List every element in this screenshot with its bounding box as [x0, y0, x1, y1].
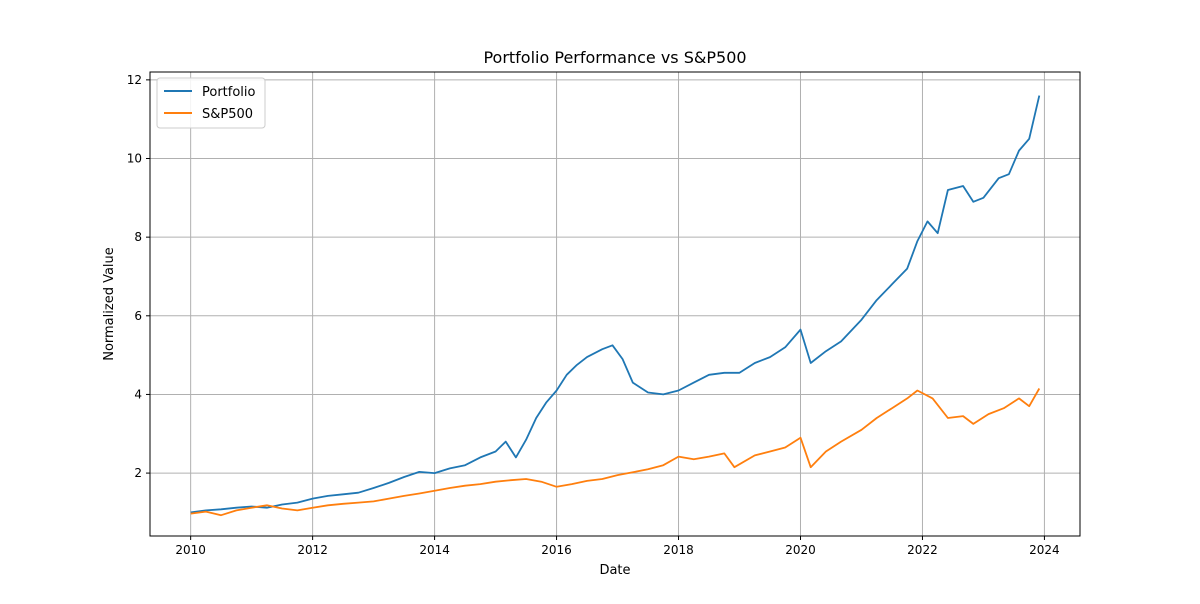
series-line-sp500 [190, 388, 1041, 517]
series-layer [190, 95, 1041, 517]
x-tick-label: 2014 [419, 543, 450, 557]
x-tick-label: 2016 [541, 543, 572, 557]
legend-label-sp500: S&P500 [202, 107, 253, 122]
x-tick-label: 2018 [663, 543, 694, 557]
y-tick-label: 12 [127, 73, 142, 87]
chart-title: Portfolio Performance vs S&P500 [483, 48, 746, 67]
y-tick-label: 2 [134, 466, 142, 480]
x-tick-label: 2010 [175, 543, 206, 557]
x-axis-ticks: 2010 2012 2014 2016 2018 2020 2022 2024 [175, 536, 1060, 557]
y-tick-label: 6 [134, 309, 142, 323]
series-line-portfolio [190, 95, 1041, 514]
legend-label-portfolio: Portfolio [202, 85, 256, 100]
x-axis-label: Date [599, 563, 630, 578]
x-tick-label: 2022 [907, 543, 938, 557]
x-tick-label: 2012 [297, 543, 328, 557]
y-tick-label: 4 [134, 387, 142, 401]
y-tick-label: 10 [127, 152, 142, 166]
y-tick-label: 8 [134, 230, 142, 244]
plot-frame [149, 71, 1081, 537]
y-axis-label: Normalized Value [102, 247, 117, 361]
legend: Portfolio S&P500 [156, 77, 266, 129]
x-tick-label: 2020 [785, 543, 816, 557]
y-axis-ticks: 2 4 6 8 10 12 [127, 73, 150, 480]
x-tick-label: 2024 [1029, 543, 1060, 557]
